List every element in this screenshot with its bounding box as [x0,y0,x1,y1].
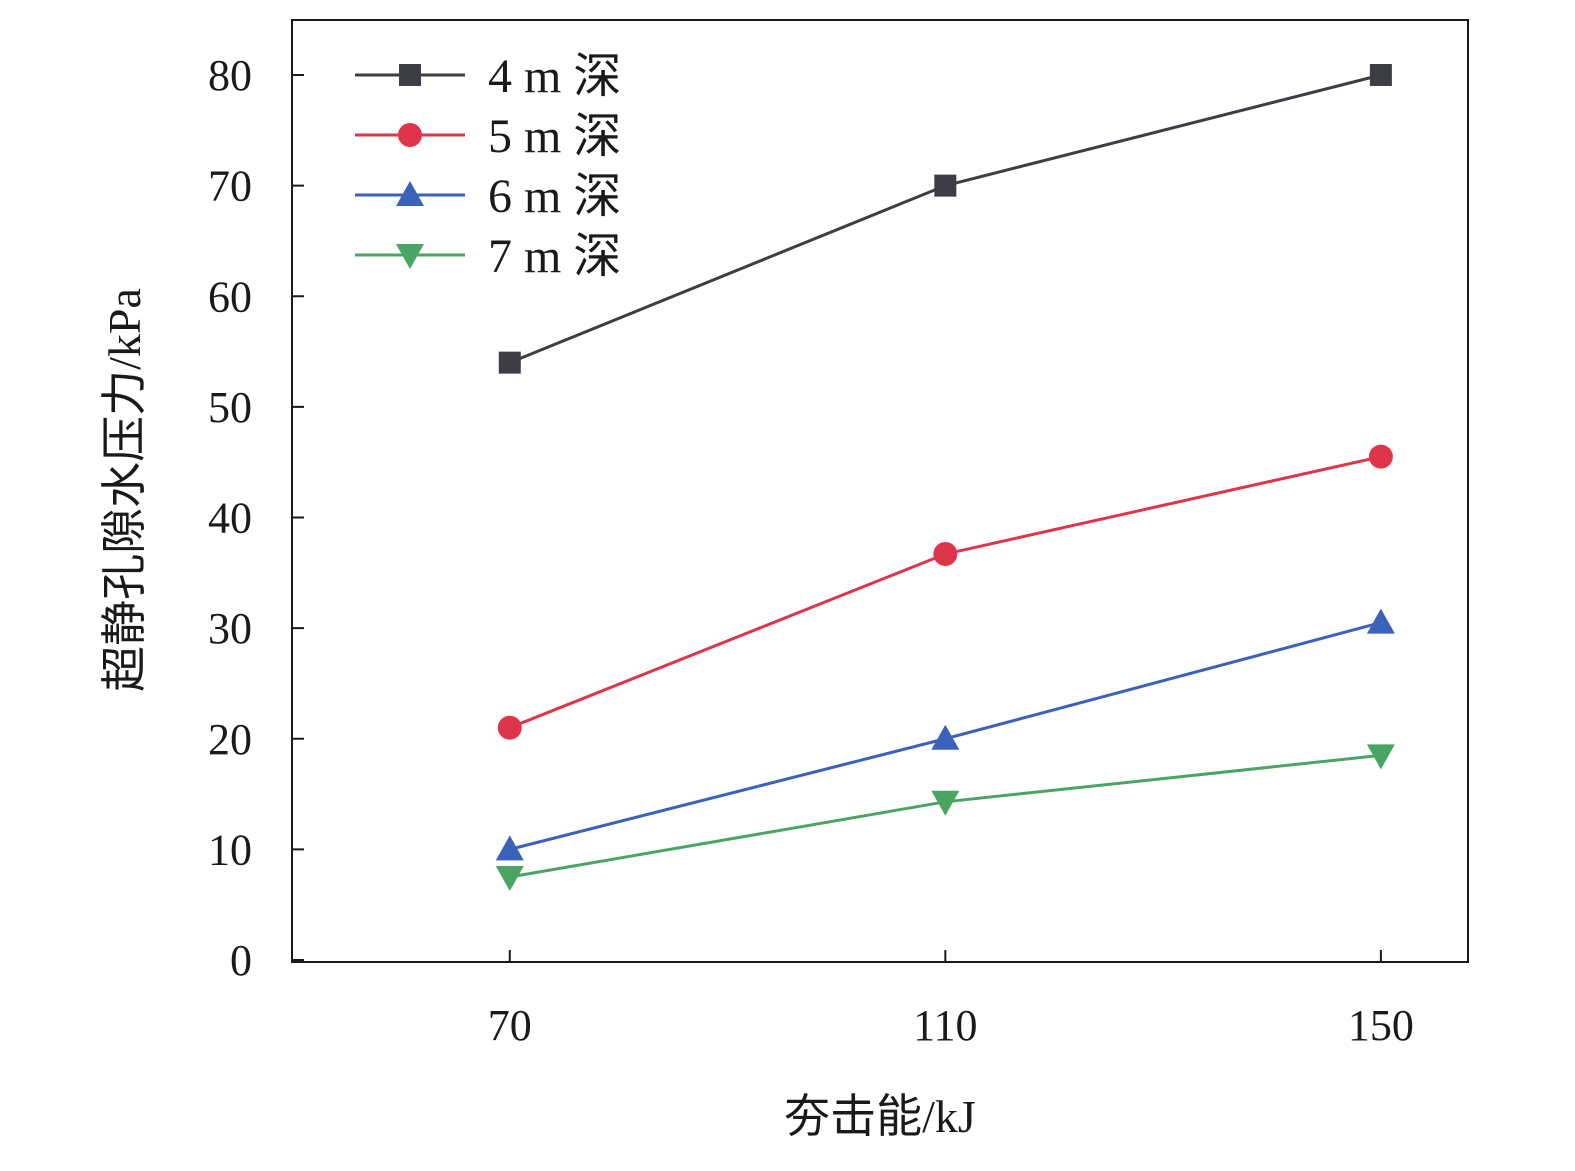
plot-frame [291,19,1469,963]
y-tick-label: 40 [208,494,252,543]
series-line [509,455,1382,730]
data-point [931,790,960,816]
plot-border [291,19,1469,963]
ticks-layer: 0 10 20 30 40 50 60 70 80 70 110 150 [208,51,1414,1050]
legend-item: 5 m 深 [355,110,621,163]
data-point [495,866,524,892]
series-line [509,73,1382,365]
legend-marker [399,64,421,86]
legend-item: 4 m 深 [355,50,621,103]
legend: 4 m 深 5 m 深 6 m 深 7 m 深 [355,50,621,283]
legend-label: 7 m 深 [488,230,621,283]
legend-label: 5 m 深 [488,110,621,163]
legend-marker [398,123,422,147]
y-tick-label: 70 [208,162,252,211]
legend-marker [396,181,424,206]
legend-item: 6 m 深 [355,170,621,223]
data-point [497,715,522,740]
data-point [1366,608,1395,634]
legend-marker [396,244,424,269]
data-point [1369,64,1392,86]
x-tick-label: 70 [488,1001,532,1050]
y-tick-label: 50 [208,383,252,432]
data-point [498,351,521,374]
y-tick-label: 10 [208,825,252,874]
x-axis-title: 夯击能/kJ [784,1091,976,1142]
y-tick-label: 80 [208,51,252,100]
data-point [933,542,958,567]
data-point [1366,744,1395,770]
legend-item: 7 m 深 [355,230,621,283]
x-tick-label: 110 [913,1001,977,1050]
y-tick-label: 20 [208,715,252,764]
y-axis-title: 超静孔隙水压力/kPa [99,288,150,692]
data-point [934,174,957,197]
data-point [1368,444,1393,469]
series-3 [495,608,1395,861]
series-4 [495,744,1395,892]
series-2 [497,444,1393,740]
data-point [495,835,524,861]
y-tick-label: 30 [208,604,252,653]
legend-label: 4 m 深 [488,50,621,103]
data-point [931,724,960,750]
legend-label: 6 m 深 [488,170,621,223]
y-tick-label: 0 [230,936,252,985]
x-tick-label: 150 [1348,1001,1414,1050]
series-layer [495,64,1395,892]
y-tick-label: 60 [208,272,252,321]
series-1 [498,64,1392,374]
